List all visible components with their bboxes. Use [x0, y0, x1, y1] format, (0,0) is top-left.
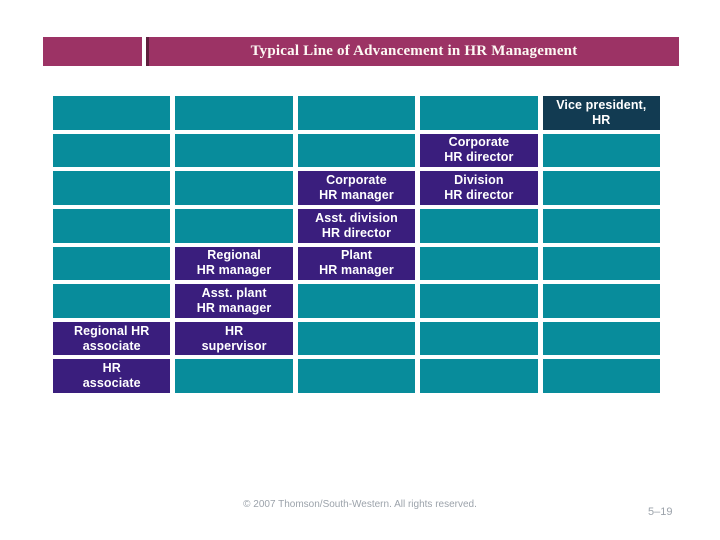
cell-empty [542, 133, 660, 168]
cell-hr-supervisor: HR supervisor [175, 321, 293, 356]
cell-empty [420, 284, 538, 318]
cell-empty [420, 246, 538, 281]
cell-empty [53, 171, 171, 205]
copyright-text: © 2007 Thomson/South-Western. All rights… [243, 499, 477, 510]
cell-plant-hr-manager: Plant HR manager [297, 246, 416, 281]
cell-empty [297, 133, 416, 168]
cell-empty [542, 359, 660, 393]
cell-empty [542, 321, 660, 356]
cell-empty [297, 359, 416, 393]
cell-hr-associate: HR associate [53, 359, 171, 393]
cell-asst-division-hr-director: Asst. division HR director [297, 208, 416, 243]
cell-empty [420, 208, 538, 243]
cell-empty [542, 284, 660, 318]
cell-regional-hr-manager: Regional HR manager [175, 246, 293, 281]
cell-empty [53, 246, 171, 281]
cell-empty [420, 96, 538, 130]
cell-corporate-hr-director: Corporate HR director [420, 133, 538, 168]
cell-empty [53, 133, 171, 168]
slide-page-number: 5–19 [648, 506, 673, 518]
cell-empty [542, 246, 660, 281]
cell-division-hr-director: Division HR director [420, 171, 538, 205]
title-banner: Typical Line of Advancement in HR Manage… [146, 37, 679, 66]
cell-empty [542, 171, 660, 205]
title-accent-rect [43, 37, 142, 66]
cell-empty [297, 284, 416, 318]
cell-corporate-hr-manager: Corporate HR manager [297, 171, 416, 205]
cell-empty [175, 359, 293, 393]
cell-empty [542, 208, 660, 243]
cell-empty [53, 208, 171, 243]
cell-empty [175, 133, 293, 168]
cell-empty [175, 171, 293, 205]
page-title: Typical Line of Advancement in HR Manage… [250, 43, 578, 59]
cell-empty [53, 284, 171, 318]
cell-vice-president-hr: Vice president, HR [542, 96, 660, 130]
cell-asst-plant-hr-manager: Asst. plant HR manager [175, 284, 293, 318]
cell-empty [420, 359, 538, 393]
cell-empty [420, 321, 538, 356]
cell-regional-hr-associate: Regional HR associate [53, 321, 171, 356]
cell-empty [297, 96, 416, 130]
cell-empty [297, 321, 416, 356]
cell-empty [53, 96, 171, 130]
cell-empty [175, 208, 293, 243]
cell-empty [175, 96, 293, 130]
advancement-grid: Vice president, HR Corporate HR director C… [53, 96, 660, 393]
